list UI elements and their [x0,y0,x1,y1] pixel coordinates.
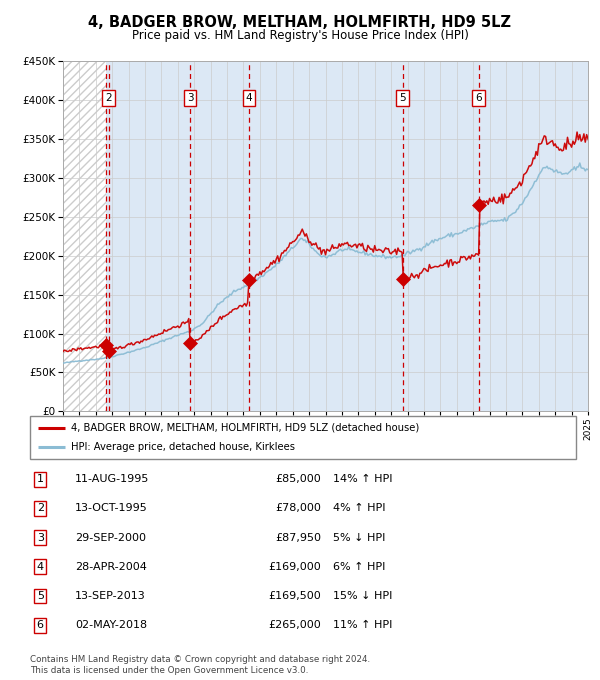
Text: 02-MAY-2018: 02-MAY-2018 [75,620,147,630]
Bar [106,61,588,411]
Text: 29-SEP-2000: 29-SEP-2000 [75,532,146,543]
Text: £87,950: £87,950 [275,532,321,543]
Text: HPI: Average price, detached house, Kirklees: HPI: Average price, detached house, Kirk… [71,443,295,452]
Text: 3: 3 [187,93,193,103]
Bar [63,61,106,411]
Text: £78,000: £78,000 [275,503,321,513]
Text: £265,000: £265,000 [268,620,321,630]
Text: Contains HM Land Registry data © Crown copyright and database right 2024.: Contains HM Land Registry data © Crown c… [30,655,370,664]
Text: 6: 6 [37,620,44,630]
Text: This data is licensed under the Open Government Licence v3.0.: This data is licensed under the Open Gov… [30,666,308,675]
Text: 28-APR-2004: 28-APR-2004 [75,562,147,572]
Text: 15% ↓ HPI: 15% ↓ HPI [333,591,392,601]
Text: 5: 5 [37,591,44,601]
Text: 13-OCT-1995: 13-OCT-1995 [75,503,148,513]
Text: 4% ↑ HPI: 4% ↑ HPI [333,503,386,513]
Text: Price paid vs. HM Land Registry's House Price Index (HPI): Price paid vs. HM Land Registry's House … [131,29,469,42]
Text: 6: 6 [475,93,482,103]
Text: 11% ↑ HPI: 11% ↑ HPI [333,620,392,630]
Text: 4, BADGER BROW, MELTHAM, HOLMFIRTH, HD9 5LZ: 4, BADGER BROW, MELTHAM, HOLMFIRTH, HD9 … [89,15,511,30]
Text: 3: 3 [37,532,44,543]
Text: 2: 2 [37,503,44,513]
Text: 1: 1 [37,474,44,484]
Text: £85,000: £85,000 [275,474,321,484]
Text: 14% ↑ HPI: 14% ↑ HPI [333,474,392,484]
Text: 13-SEP-2013: 13-SEP-2013 [75,591,146,601]
Text: £169,000: £169,000 [268,562,321,572]
Text: 11-AUG-1995: 11-AUG-1995 [75,474,149,484]
Text: 4: 4 [37,562,44,572]
Text: 5% ↓ HPI: 5% ↓ HPI [333,532,385,543]
Text: 5: 5 [399,93,406,103]
Text: £169,500: £169,500 [268,591,321,601]
Text: 4: 4 [245,93,252,103]
FancyBboxPatch shape [30,416,576,459]
Text: 6% ↑ HPI: 6% ↑ HPI [333,562,385,572]
Text: 2: 2 [106,93,112,103]
Text: 4, BADGER BROW, MELTHAM, HOLMFIRTH, HD9 5LZ (detached house): 4, BADGER BROW, MELTHAM, HOLMFIRTH, HD9 … [71,423,419,432]
